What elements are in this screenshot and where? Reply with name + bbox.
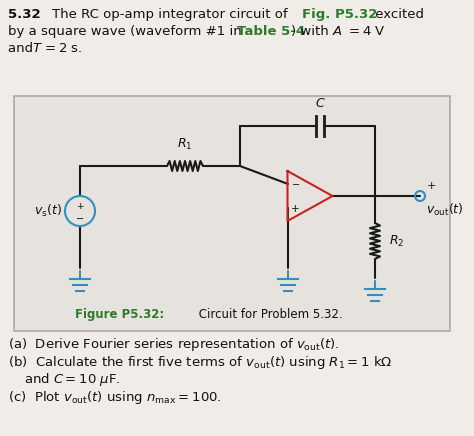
Text: $= 2\ \rm{s.}$: $= 2\ \rm{s.}$ bbox=[42, 42, 82, 55]
Text: $R_2$: $R_2$ bbox=[389, 233, 404, 249]
Text: The RC op-amp integrator circuit of: The RC op-amp integrator circuit of bbox=[52, 8, 292, 21]
Text: $v_{\rm out}(t)$: $v_{\rm out}(t)$ bbox=[426, 202, 464, 218]
Text: $v_{\rm s}(t)$: $v_{\rm s}(t)$ bbox=[34, 203, 62, 219]
Text: (c)  Plot $v_{\rm out}(t)$ using $n_{\rm max} = 100.$: (c) Plot $v_{\rm out}(t)$ using $n_{\rm … bbox=[8, 389, 222, 406]
FancyBboxPatch shape bbox=[14, 96, 450, 331]
Text: $R_1$: $R_1$ bbox=[177, 137, 193, 152]
Text: excited: excited bbox=[371, 8, 424, 21]
Text: ) with: ) with bbox=[291, 25, 333, 38]
Text: $T$: $T$ bbox=[32, 42, 43, 55]
Text: 5.32: 5.32 bbox=[8, 8, 41, 21]
Text: by a square wave (waveform #1 in: by a square wave (waveform #1 in bbox=[8, 25, 246, 38]
Text: Table 5-4: Table 5-4 bbox=[237, 25, 305, 38]
Text: $A$: $A$ bbox=[332, 25, 343, 38]
Text: $= 4\ \rm{V}$: $= 4\ \rm{V}$ bbox=[346, 25, 386, 38]
Text: $C$: $C$ bbox=[315, 97, 325, 110]
Text: $+$: $+$ bbox=[291, 203, 300, 214]
Text: (a)  Derive Fourier series representation of $v_{\rm out}(t)$.: (a) Derive Fourier series representation… bbox=[8, 336, 340, 353]
Text: (b)  Calculate the first five terms of $v_{\rm out}(t)$ using $R_1 = 1\ \rm{k\Om: (b) Calculate the first five terms of $v… bbox=[8, 354, 392, 371]
Text: Circuit for Problem 5.32.: Circuit for Problem 5.32. bbox=[195, 308, 343, 321]
Text: and: and bbox=[8, 42, 37, 55]
Text: and $C = 10\ \mu\rm{F.}$: and $C = 10\ \mu\rm{F.}$ bbox=[24, 371, 120, 388]
Text: $-$: $-$ bbox=[75, 212, 84, 222]
Text: Fig. P5.32: Fig. P5.32 bbox=[302, 8, 377, 21]
Text: $+$: $+$ bbox=[76, 201, 84, 211]
Text: $+$: $+$ bbox=[426, 181, 436, 191]
Text: $-$: $-$ bbox=[292, 178, 301, 188]
Text: Figure P5.32:: Figure P5.32: bbox=[75, 308, 164, 321]
